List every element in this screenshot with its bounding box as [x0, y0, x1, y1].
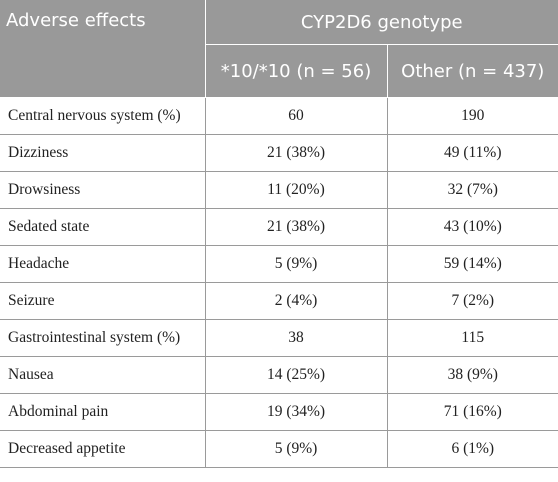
cell-10-10: 5 (9%): [204, 245, 388, 283]
header-genotype-group: CYP2D6 genotype: [204, 0, 558, 45]
cell-other: 115: [386, 319, 558, 357]
cell-other: 71 (16%): [386, 393, 558, 431]
table-row: Drowsiness 11 (20%) 32 (7%): [0, 171, 558, 209]
cell-10-10: 5 (9%): [204, 430, 388, 468]
cell-10-10: 11 (20%): [204, 171, 388, 209]
row-label: Decreased appetite: [0, 430, 206, 468]
table-row: Dizziness 21 (38%) 49 (11%): [0, 134, 558, 172]
table-header: Adverse effects CYP2D6 genotype *10/*10 …: [0, 0, 558, 98]
table-row: Abdominal pain 19 (34%) 71 (16%): [0, 393, 558, 431]
table-row: Decreased appetite 5 (9%) 6 (1%): [0, 430, 558, 468]
cell-other: 7 (2%): [386, 282, 558, 320]
row-label: Headache: [0, 245, 206, 283]
header-other: Other (n = 437): [386, 44, 558, 98]
cell-other: 49 (11%): [386, 134, 558, 172]
row-label: Sedated state: [0, 208, 206, 246]
cell-other: 32 (7%): [386, 171, 558, 209]
cell-other: 43 (10%): [386, 208, 558, 246]
cell-10-10: 14 (25%): [204, 356, 388, 394]
row-label: Drowsiness: [0, 171, 206, 209]
cell-10-10: 38: [204, 319, 388, 357]
table-body: Central nervous system (%) 60 190 Dizzin…: [0, 97, 558, 468]
table-row: Nausea 14 (25%) 38 (9%): [0, 356, 558, 394]
cell-10-10: 2 (4%): [204, 282, 388, 320]
cell-other: 6 (1%): [386, 430, 558, 468]
table-row: Gastrointestinal system (%) 38 115: [0, 319, 558, 357]
row-label: Central nervous system (%): [0, 97, 206, 135]
cell-10-10: 21 (38%): [204, 208, 388, 246]
row-label: Seizure: [0, 282, 206, 320]
cell-other: 190: [386, 97, 558, 135]
row-label: Nausea: [0, 356, 206, 394]
cell-other: 38 (9%): [386, 356, 558, 394]
cell-other: 59 (14%): [386, 245, 558, 283]
header-10-10: *10/*10 (n = 56): [205, 44, 388, 98]
adverse-effects-table: Adverse effects CYP2D6 genotype *10/*10 …: [0, 0, 558, 468]
row-label: Abdominal pain: [0, 393, 206, 431]
table-row: Sedated state 21 (38%) 43 (10%): [0, 208, 558, 246]
cell-10-10: 60: [204, 97, 388, 135]
header-adverse-effects: Adverse effects: [0, 0, 206, 98]
cell-10-10: 21 (38%): [204, 134, 388, 172]
row-label: Gastrointestinal system (%): [0, 319, 206, 357]
table-row: Seizure 2 (4%) 7 (2%): [0, 282, 558, 320]
table-row: Headache 5 (9%) 59 (14%): [0, 245, 558, 283]
cell-10-10: 19 (34%): [204, 393, 388, 431]
table-row: Central nervous system (%) 60 190: [0, 97, 558, 135]
row-label: Dizziness: [0, 134, 206, 172]
